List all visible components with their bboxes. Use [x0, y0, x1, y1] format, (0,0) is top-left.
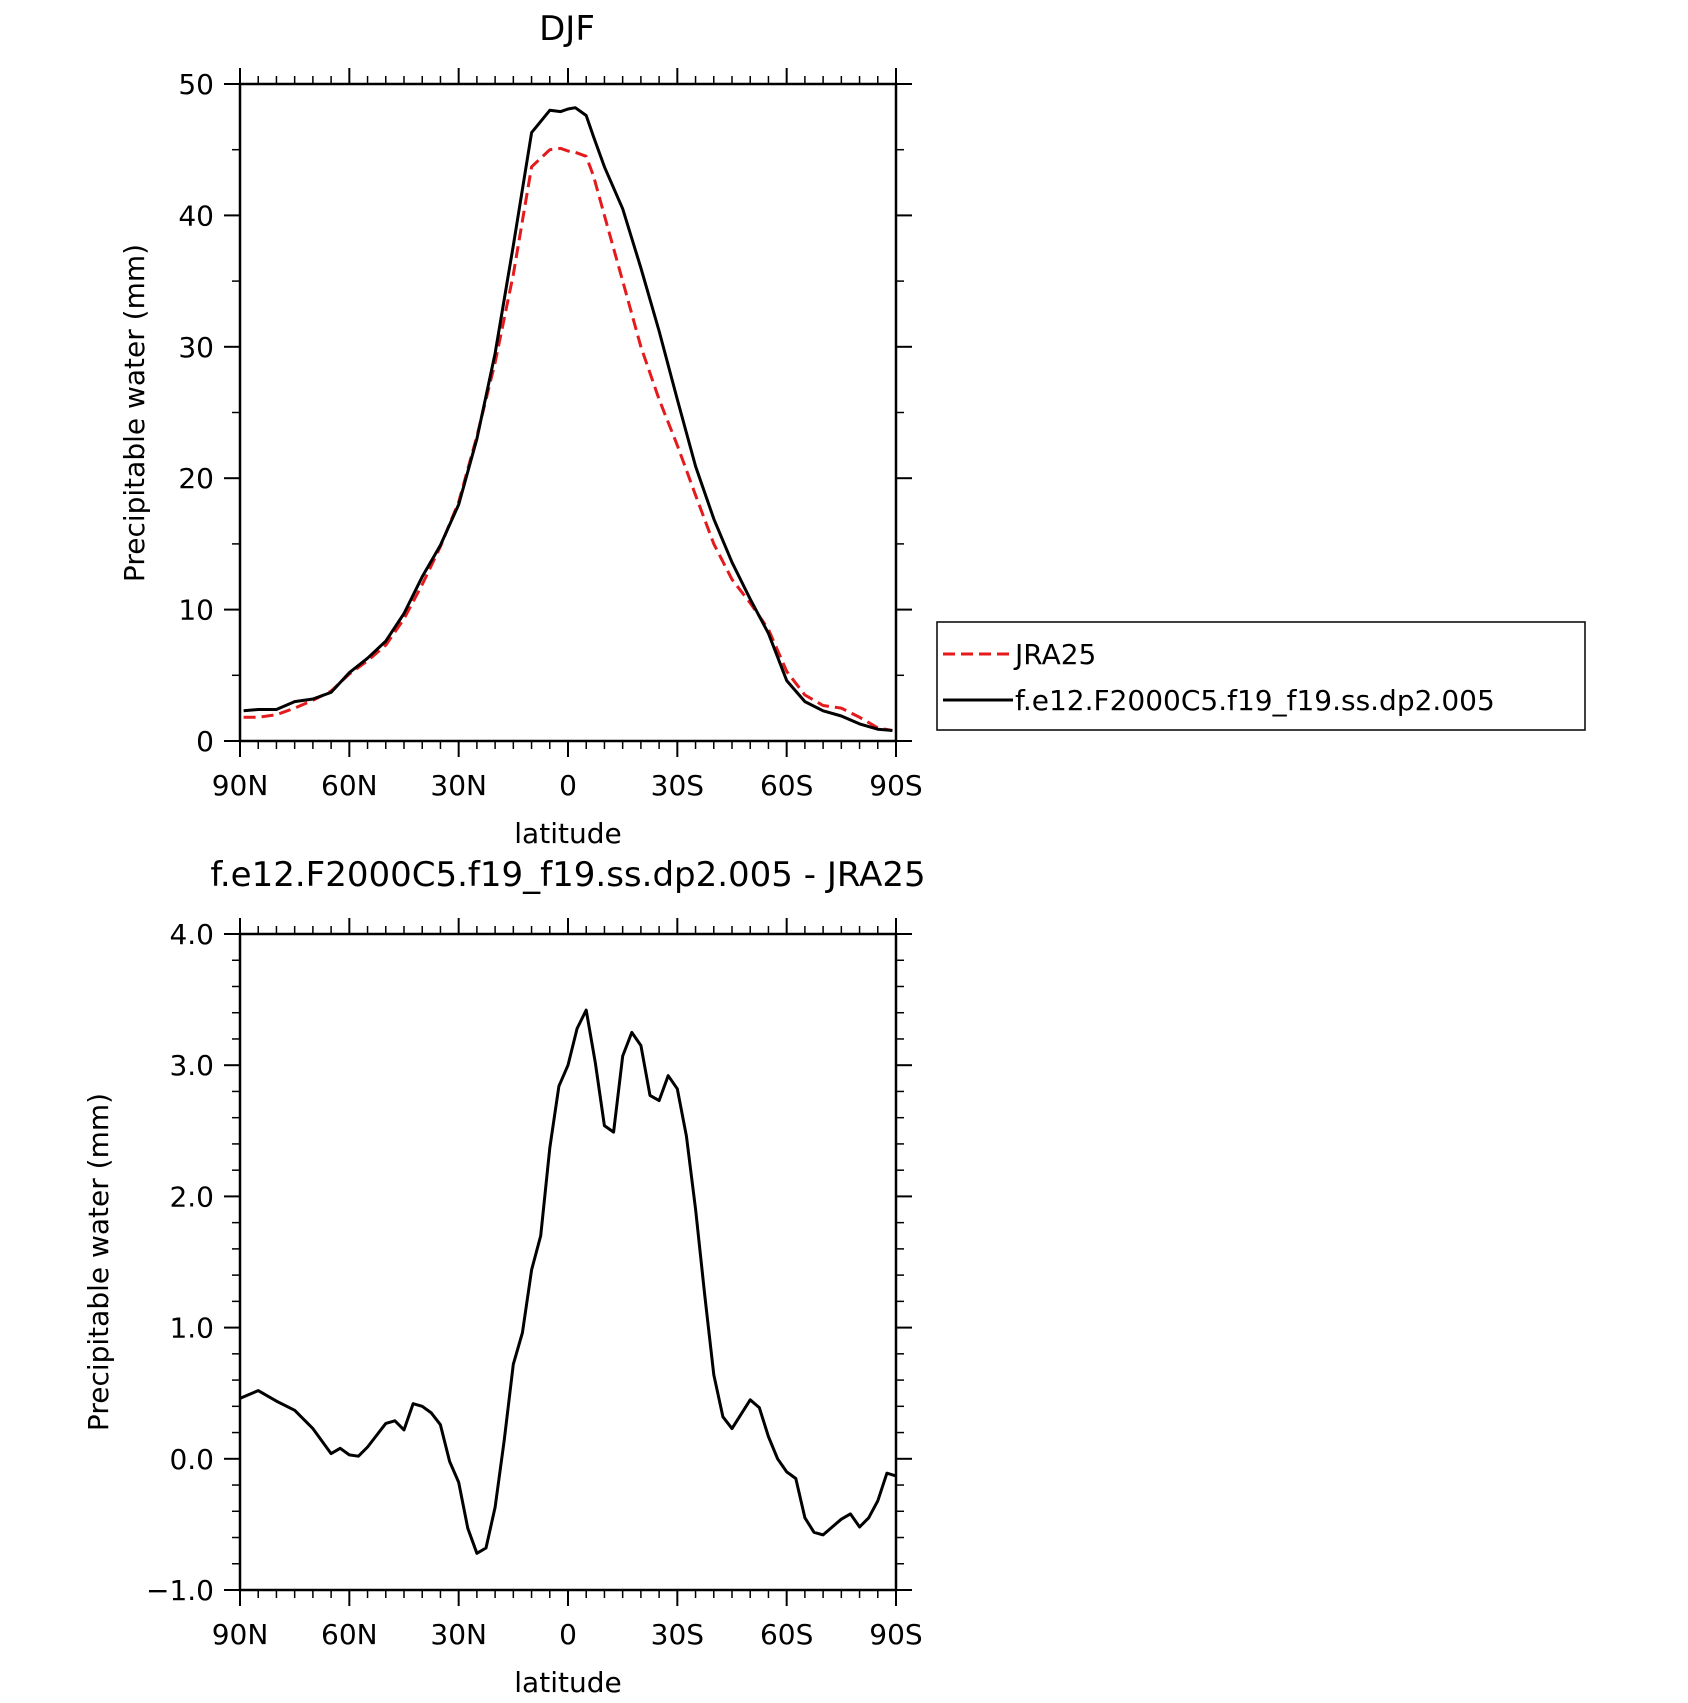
legend-label-model: f.e12.F2000C5.f19_f19.ss.dp2.005	[1015, 684, 1495, 717]
bottom-x-tick-label: 30N	[430, 1618, 487, 1651]
bottom-x-tick-labels: 90N 60N 30N 0 30S 60S 90S	[212, 1618, 923, 1651]
legend: JRA25 f.e12.F2000C5.f19_f19.ss.dp2.005	[936, 621, 1586, 731]
top-axis-ticks	[224, 68, 912, 757]
top-series-line-1	[243, 106, 893, 732]
top-x-tick-labels: 90N 60N 30N 0 30S 60S 90S	[212, 769, 923, 802]
legend-label-jra25: JRA25	[1013, 638, 1096, 671]
top-chart-title: DJF	[539, 9, 595, 49]
bottom-series-line-0	[239, 1008, 897, 1555]
bottom-x-tick-label: 90S	[869, 1618, 922, 1651]
top-x-tick-label: 90N	[212, 769, 269, 802]
top-series-line-0	[243, 146, 893, 732]
top-x-tick-label: 30N	[430, 769, 487, 802]
bottom-x-tick-label: 90N	[212, 1618, 269, 1651]
top-y-tick-labels: 0 10 20 30 40 50	[178, 68, 214, 758]
bottom-series-lines	[239, 1008, 897, 1555]
bottom-y-axis-label: Precipitable water (mm)	[82, 1093, 115, 1431]
bottom-x-axis-label: latitude	[514, 1666, 621, 1699]
bottom-chart-title: f.e12.F2000C5.f19_f19.ss.dp2.005 - JRA25	[210, 855, 925, 895]
bottom-y-tick-label: 4.0	[169, 918, 214, 951]
bottom-y-tick-labels: −1.0 0.0 1.0 2.0 3.0 4.0	[146, 918, 214, 1607]
top-y-tick-label: 30	[178, 331, 214, 364]
top-series-lines	[243, 106, 893, 732]
top-x-tick-label: 60S	[760, 769, 813, 802]
bottom-x-tick-label: 60N	[321, 1618, 378, 1651]
bottom-x-tick-label: 30S	[651, 1618, 704, 1651]
bottom-x-tick-label: 60S	[760, 1618, 813, 1651]
bottom-y-tick-label: 0.0	[169, 1443, 214, 1476]
legend-box	[936, 621, 1586, 731]
top-x-tick-label: 60N	[321, 769, 378, 802]
top-y-tick-label: 20	[178, 462, 214, 495]
top-x-tick-label: 30S	[651, 769, 704, 802]
bottom-y-tick-label: 2.0	[169, 1180, 214, 1213]
bottom-x-tick-label: 0	[559, 1618, 577, 1651]
top-y-tick-label: 10	[178, 594, 214, 627]
top-panel: DJF 90N 60N 30N 0 30S 60S 90S 0 10 20 30 40 50 lati…	[118, 9, 1586, 850]
top-x-tick-label: 0	[559, 769, 577, 802]
top-x-axis-label: latitude	[514, 817, 621, 850]
bottom-y-tick-label: 1.0	[169, 1312, 214, 1345]
top-y-tick-label: 0	[196, 725, 214, 758]
top-y-tick-label: 40	[178, 199, 214, 232]
bottom-y-tick-label: −1.0	[146, 1574, 214, 1607]
top-y-axis-label: Precipitable water (mm)	[118, 244, 151, 582]
top-y-tick-label: 50	[178, 68, 214, 101]
bottom-axis-ticks	[224, 918, 912, 1606]
bottom-panel: f.e12.F2000C5.f19_f19.ss.dp2.005 - JRA25…	[82, 855, 926, 1699]
bottom-y-tick-label: 3.0	[169, 1049, 214, 1082]
top-x-tick-label: 90S	[869, 769, 922, 802]
top-plot-frame	[238, 82, 898, 743]
